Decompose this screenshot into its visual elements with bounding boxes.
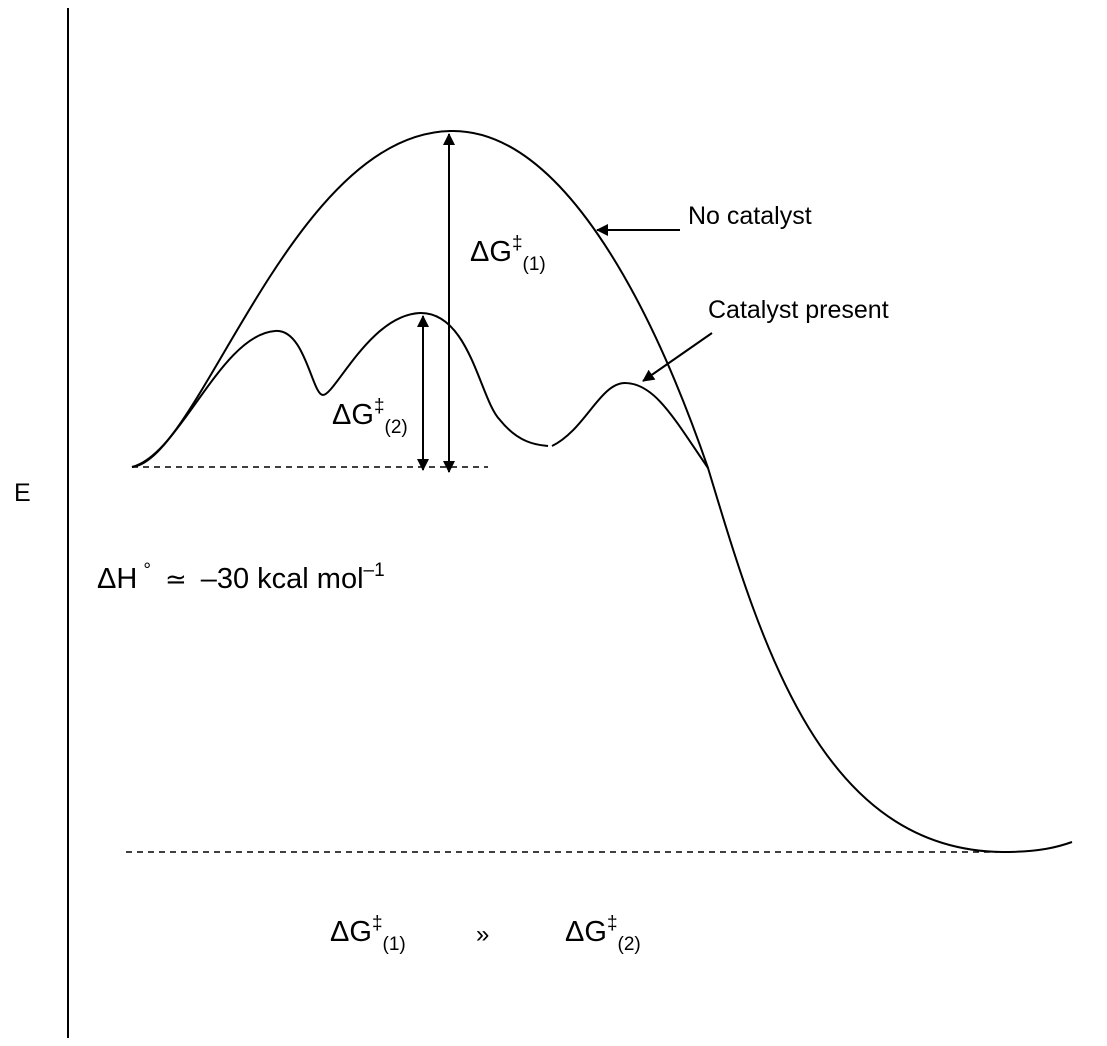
dg1-label: ΔG‡(1) [470, 234, 546, 274]
enthalpy-label: ΔH ° ≃ –30 kcal mol–1 [97, 561, 385, 595]
comparison-left: ΔG‡(1) [330, 914, 406, 954]
no-catalyst-curve [131, 129, 1073, 854]
catalyst-curve [131, 311, 709, 469]
much-greater-sign: » [476, 921, 490, 948]
comparison-right-symbol: ΔG [565, 916, 607, 948]
approx-equal-sign: ≃ [164, 564, 187, 594]
no-catalyst-label: No catalyst [688, 202, 812, 230]
enthalpy-exponent: –1 [363, 560, 385, 581]
dg2-dagger: ‡ [373, 396, 385, 417]
energy-axis-label: E [14, 479, 31, 507]
comparison-right: ΔG‡(2) [565, 914, 641, 954]
comparison-left-symbol: ΔG [330, 916, 372, 948]
dg1-dagger: ‡ [511, 233, 523, 254]
enthalpy-degree: ° [143, 560, 151, 581]
enthalpy-value: –30 kcal mol [200, 563, 364, 595]
comparison-operator: » [476, 921, 489, 950]
catalyst-present-label: Catalyst present [708, 296, 889, 324]
dg1-symbol: ΔG [470, 236, 512, 268]
enthalpy-symbol: ΔH [97, 563, 138, 595]
catalyst-pointer [642, 332, 713, 382]
comparison-right-index: (2) [617, 934, 641, 955]
comparison-left-index: (1) [382, 934, 406, 955]
dg2-symbol: ΔG [332, 399, 374, 431]
dg2-index: (2) [384, 417, 408, 438]
dg1-index: (1) [522, 254, 546, 275]
dg2-label: ΔG‡(2) [332, 397, 408, 437]
comparison-right-dagger: ‡ [606, 913, 618, 934]
comparison-left-dagger: ‡ [371, 913, 383, 934]
